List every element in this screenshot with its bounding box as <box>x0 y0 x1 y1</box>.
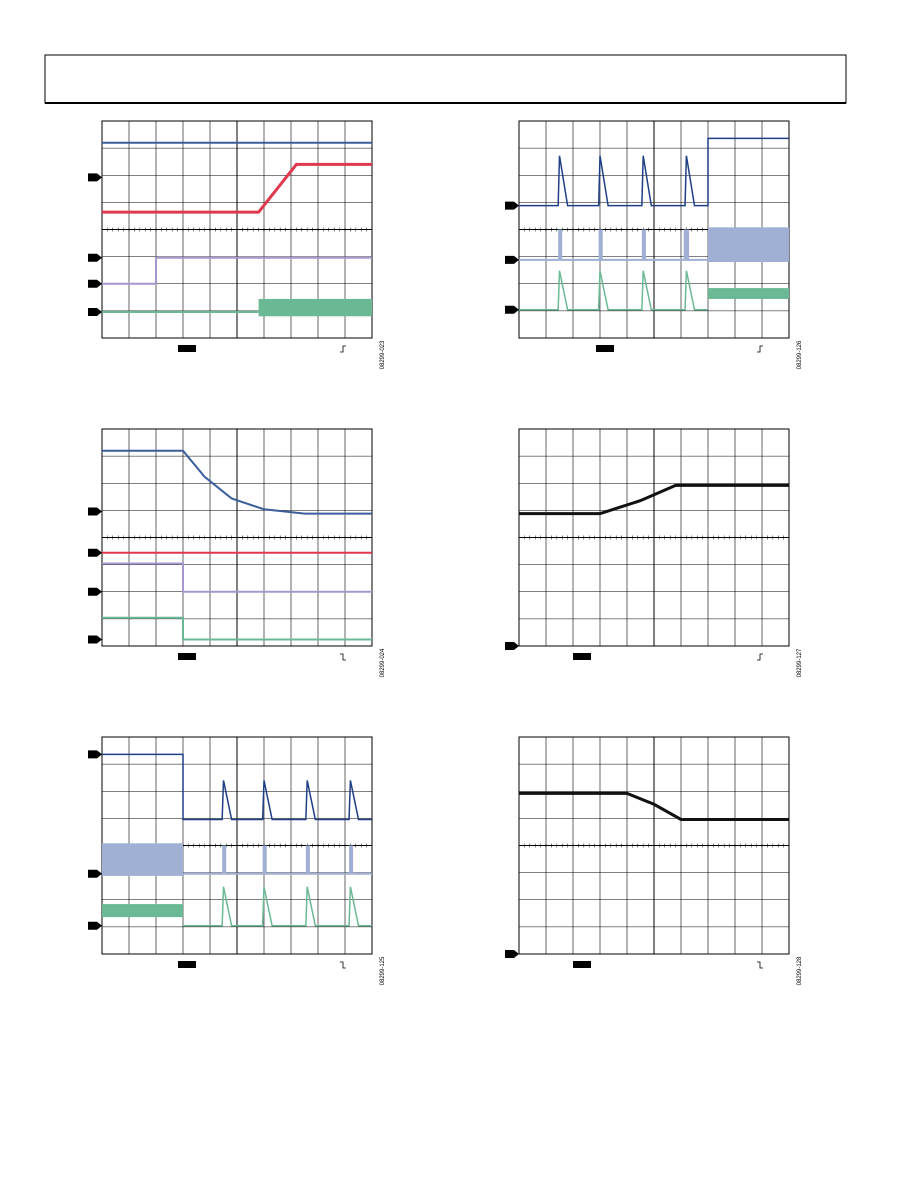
channel-marker <box>88 869 102 878</box>
trigger-marker <box>573 961 591 968</box>
trigger-slope <box>757 345 763 353</box>
waveform <box>519 483 789 516</box>
waveform <box>102 256 372 285</box>
noise-band <box>258 298 372 317</box>
figure-id: 08299-128 <box>797 956 803 985</box>
figure-id: 08299-126 <box>797 340 803 369</box>
channel-marker <box>88 587 102 596</box>
trigger-slope <box>757 653 763 661</box>
scope-plot: 08299-126 <box>505 120 803 369</box>
channel-marker <box>505 950 519 958</box>
trigger-marker <box>178 653 196 660</box>
waveform <box>102 753 372 821</box>
channel-marker <box>88 173 102 182</box>
channel-marker <box>88 307 102 316</box>
channel-marker <box>505 201 519 210</box>
header-box <box>44 54 847 104</box>
channel-marker <box>88 279 102 288</box>
noise-band <box>683 229 690 260</box>
noise-band <box>598 229 603 260</box>
figure-id: 08299-024 <box>380 648 386 677</box>
scope-plot: 08299-128 <box>505 736 803 985</box>
waveform <box>183 886 372 927</box>
noise-band <box>305 845 310 874</box>
noise-band <box>102 843 183 876</box>
waveform <box>519 137 789 207</box>
trigger-slope <box>757 961 763 969</box>
channel-marker <box>505 642 519 650</box>
waveform <box>102 616 372 641</box>
trigger-marker <box>178 961 196 968</box>
waveform <box>102 449 372 515</box>
trigger-marker <box>178 345 196 352</box>
noise-band <box>262 845 267 874</box>
trigger-slope <box>340 345 346 353</box>
channel-marker <box>88 253 102 262</box>
trigger-marker <box>596 345 614 352</box>
noise-band <box>708 288 789 299</box>
channel-marker <box>88 507 102 516</box>
noise-band <box>222 845 227 874</box>
channel-marker <box>88 921 102 930</box>
channel-marker <box>88 635 102 644</box>
waveform <box>519 791 789 821</box>
waveform <box>519 270 708 311</box>
waveform <box>102 162 372 214</box>
waveform <box>102 562 372 593</box>
figure-id: 08299-023 <box>380 340 386 369</box>
channel-marker <box>505 255 519 264</box>
channel-marker <box>88 548 102 557</box>
trigger-marker <box>573 653 591 660</box>
figure-id: 08299-127 <box>797 648 803 677</box>
channel-marker <box>88 750 102 759</box>
noise-band <box>708 227 789 263</box>
scope-plot: 08299-024 <box>88 428 386 677</box>
figure-id: 08299-125 <box>380 956 386 985</box>
trigger-slope <box>340 961 346 969</box>
channel-marker <box>505 305 519 314</box>
noise-band <box>102 904 183 918</box>
scope-plot: 08299-127 <box>505 428 803 677</box>
scope-plot: 08299-023 <box>88 120 386 369</box>
noise-band <box>349 845 354 874</box>
noise-band <box>558 229 563 260</box>
trigger-slope <box>340 653 346 661</box>
scope-plot: 08299-125 <box>88 736 386 985</box>
noise-band <box>641 229 646 260</box>
